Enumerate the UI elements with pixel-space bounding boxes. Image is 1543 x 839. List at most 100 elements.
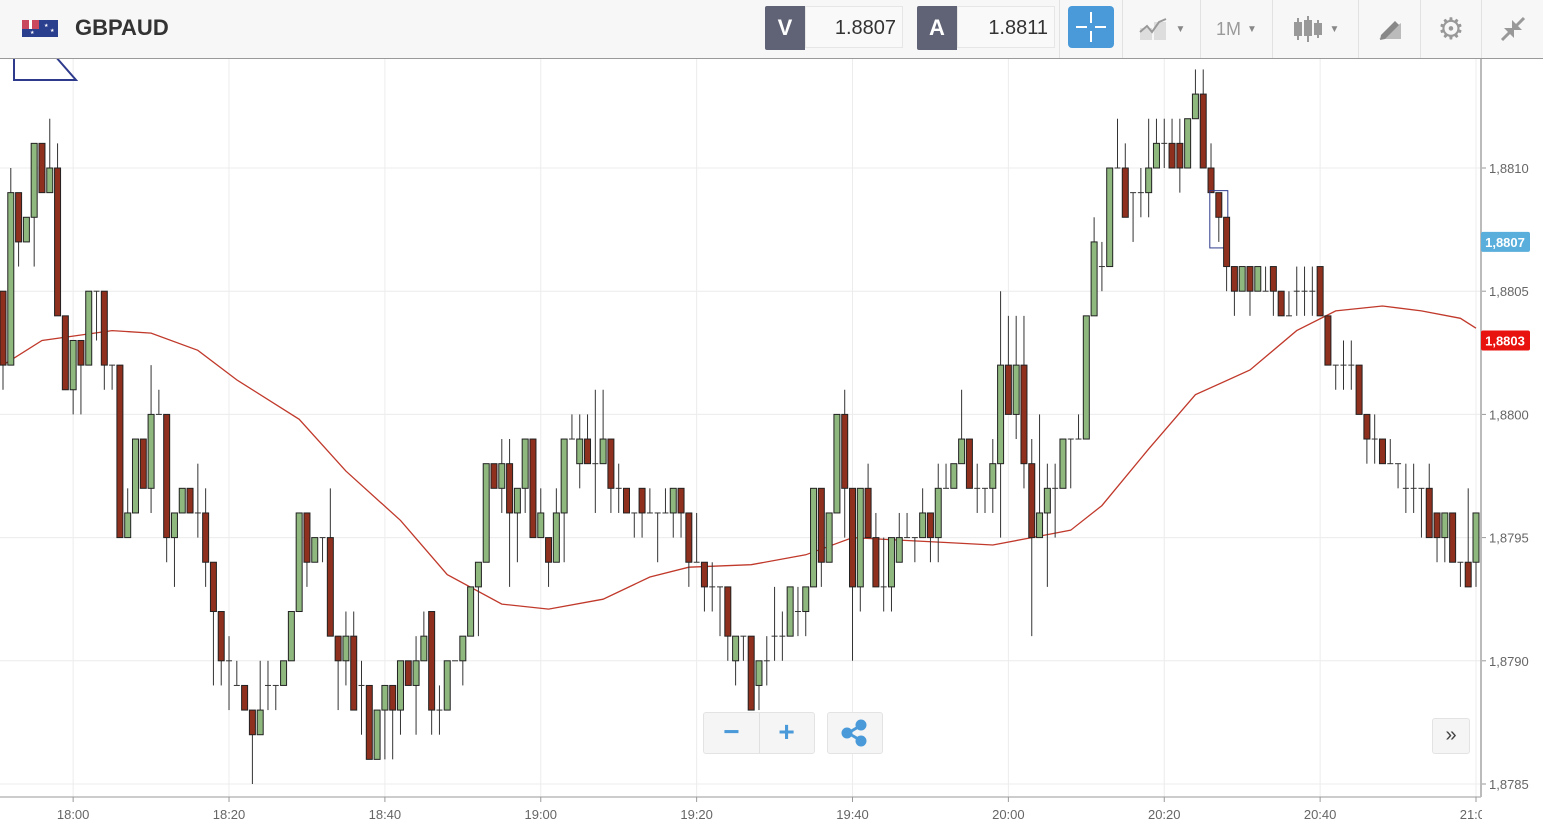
instrument-symbol[interactable]: GBPAUD — [75, 15, 169, 40]
candle[interactable] — [100, 290, 108, 390]
candle[interactable] — [319, 537, 326, 563]
candle[interactable] — [163, 413, 171, 563]
candle[interactable] — [1378, 438, 1386, 465]
candle[interactable] — [1137, 168, 1144, 218]
candle[interactable] — [226, 636, 233, 711]
candle[interactable] — [1332, 364, 1339, 390]
candle[interactable] — [755, 660, 763, 711]
candle[interactable] — [646, 488, 653, 514]
scroll-to-latest-button[interactable]: » — [1432, 718, 1470, 754]
candle[interactable] — [474, 561, 482, 637]
candle[interactable] — [794, 586, 801, 637]
candle[interactable] — [950, 463, 958, 489]
candle[interactable] — [662, 488, 669, 514]
candle[interactable] — [1114, 118, 1121, 169]
candle[interactable] — [654, 512, 661, 563]
candle[interactable] — [186, 487, 194, 514]
candle[interactable] — [545, 537, 553, 587]
candle[interactable] — [965, 438, 973, 489]
candle[interactable] — [700, 561, 708, 612]
candle[interactable] — [131, 438, 139, 514]
drawing-triangle[interactable] — [13, 6, 79, 81]
candle[interactable] — [779, 611, 786, 661]
candle[interactable] — [1199, 69, 1207, 169]
candle[interactable] — [1410, 463, 1417, 513]
candle[interactable] — [622, 487, 630, 514]
zoom-out-button[interactable]: − — [704, 713, 760, 753]
candle[interactable] — [1293, 266, 1300, 316]
candle[interactable] — [841, 389, 849, 538]
candle[interactable] — [693, 512, 700, 563]
candle[interactable] — [139, 438, 147, 489]
candle[interactable] — [856, 487, 864, 612]
candle[interactable] — [155, 389, 162, 415]
candle[interactable] — [0, 290, 7, 390]
candle[interactable] — [592, 389, 599, 513]
candle[interactable] — [287, 611, 295, 662]
candle[interactable] — [389, 684, 397, 760]
candle[interactable] — [974, 463, 981, 513]
candle[interactable] — [178, 487, 186, 514]
candle[interactable] — [747, 635, 755, 711]
candle[interactable] — [709, 562, 716, 612]
candle[interactable] — [810, 487, 818, 588]
candle[interactable] — [381, 684, 389, 760]
candle[interactable] — [420, 611, 428, 662]
candle[interactable] — [1402, 463, 1409, 513]
candle[interactable] — [1355, 364, 1363, 415]
candle[interactable] — [1238, 266, 1246, 292]
candle[interactable] — [1246, 266, 1254, 316]
crosshair-button[interactable] — [1059, 0, 1122, 58]
candle[interactable] — [1168, 118, 1176, 169]
candle[interactable] — [724, 586, 732, 661]
candle[interactable] — [311, 537, 319, 563]
candle[interactable] — [1121, 143, 1129, 218]
candle[interactable] — [396, 660, 404, 735]
candle[interactable] — [334, 635, 342, 711]
candle[interactable] — [887, 537, 895, 612]
candle[interactable] — [982, 487, 988, 513]
candle[interactable] — [1316, 266, 1324, 317]
candle[interactable] — [170, 512, 178, 587]
candle[interactable] — [365, 684, 373, 760]
candle[interactable] — [54, 143, 62, 317]
candle[interactable] — [1090, 217, 1098, 317]
candle[interactable] — [919, 488, 927, 539]
candle[interactable] — [560, 438, 568, 563]
candle[interactable] — [241, 684, 249, 711]
candle[interactable] — [342, 611, 350, 686]
candle[interactable] — [989, 439, 997, 513]
candle[interactable] — [272, 684, 279, 711]
candle[interactable] — [1262, 266, 1269, 292]
candle[interactable] — [1067, 438, 1074, 489]
candle[interactable] — [904, 512, 911, 539]
sell-label[interactable]: V — [765, 6, 805, 50]
candle[interactable] — [568, 414, 575, 440]
candle[interactable] — [233, 660, 240, 686]
candle[interactable] — [943, 463, 950, 489]
candle[interactable] — [46, 118, 54, 194]
candle[interactable] — [1418, 487, 1425, 538]
candle[interactable] — [256, 660, 264, 736]
buy-price[interactable]: 1.8811 — [957, 6, 1055, 48]
candle[interactable] — [1254, 266, 1262, 292]
candle[interactable] — [763, 636, 770, 686]
candle[interactable] — [459, 635, 467, 686]
candle[interactable] — [1082, 315, 1090, 440]
candle[interactable] — [817, 487, 825, 587]
candle[interactable] — [529, 438, 537, 539]
candle[interactable] — [631, 512, 638, 538]
candle[interactable] — [209, 561, 217, 686]
candle[interactable] — [217, 611, 225, 686]
candle[interactable] — [77, 339, 85, 415]
candle[interactable] — [1207, 143, 1215, 194]
candle[interactable] — [786, 586, 794, 637]
candle[interactable] — [350, 611, 358, 711]
candle[interactable] — [880, 537, 887, 612]
candle[interactable] — [513, 487, 521, 563]
candle[interactable] — [358, 660, 365, 735]
candle[interactable] — [467, 586, 475, 637]
candle[interactable] — [443, 660, 451, 711]
candle[interactable] — [615, 463, 622, 513]
candle[interactable] — [1464, 488, 1472, 588]
